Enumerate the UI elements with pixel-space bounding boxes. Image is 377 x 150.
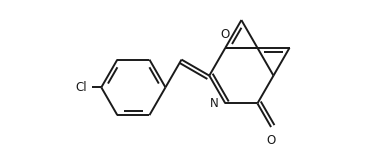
Text: O: O [267,134,276,147]
Text: O: O [221,28,230,41]
Text: N: N [210,97,219,110]
Text: Cl: Cl [76,81,87,94]
